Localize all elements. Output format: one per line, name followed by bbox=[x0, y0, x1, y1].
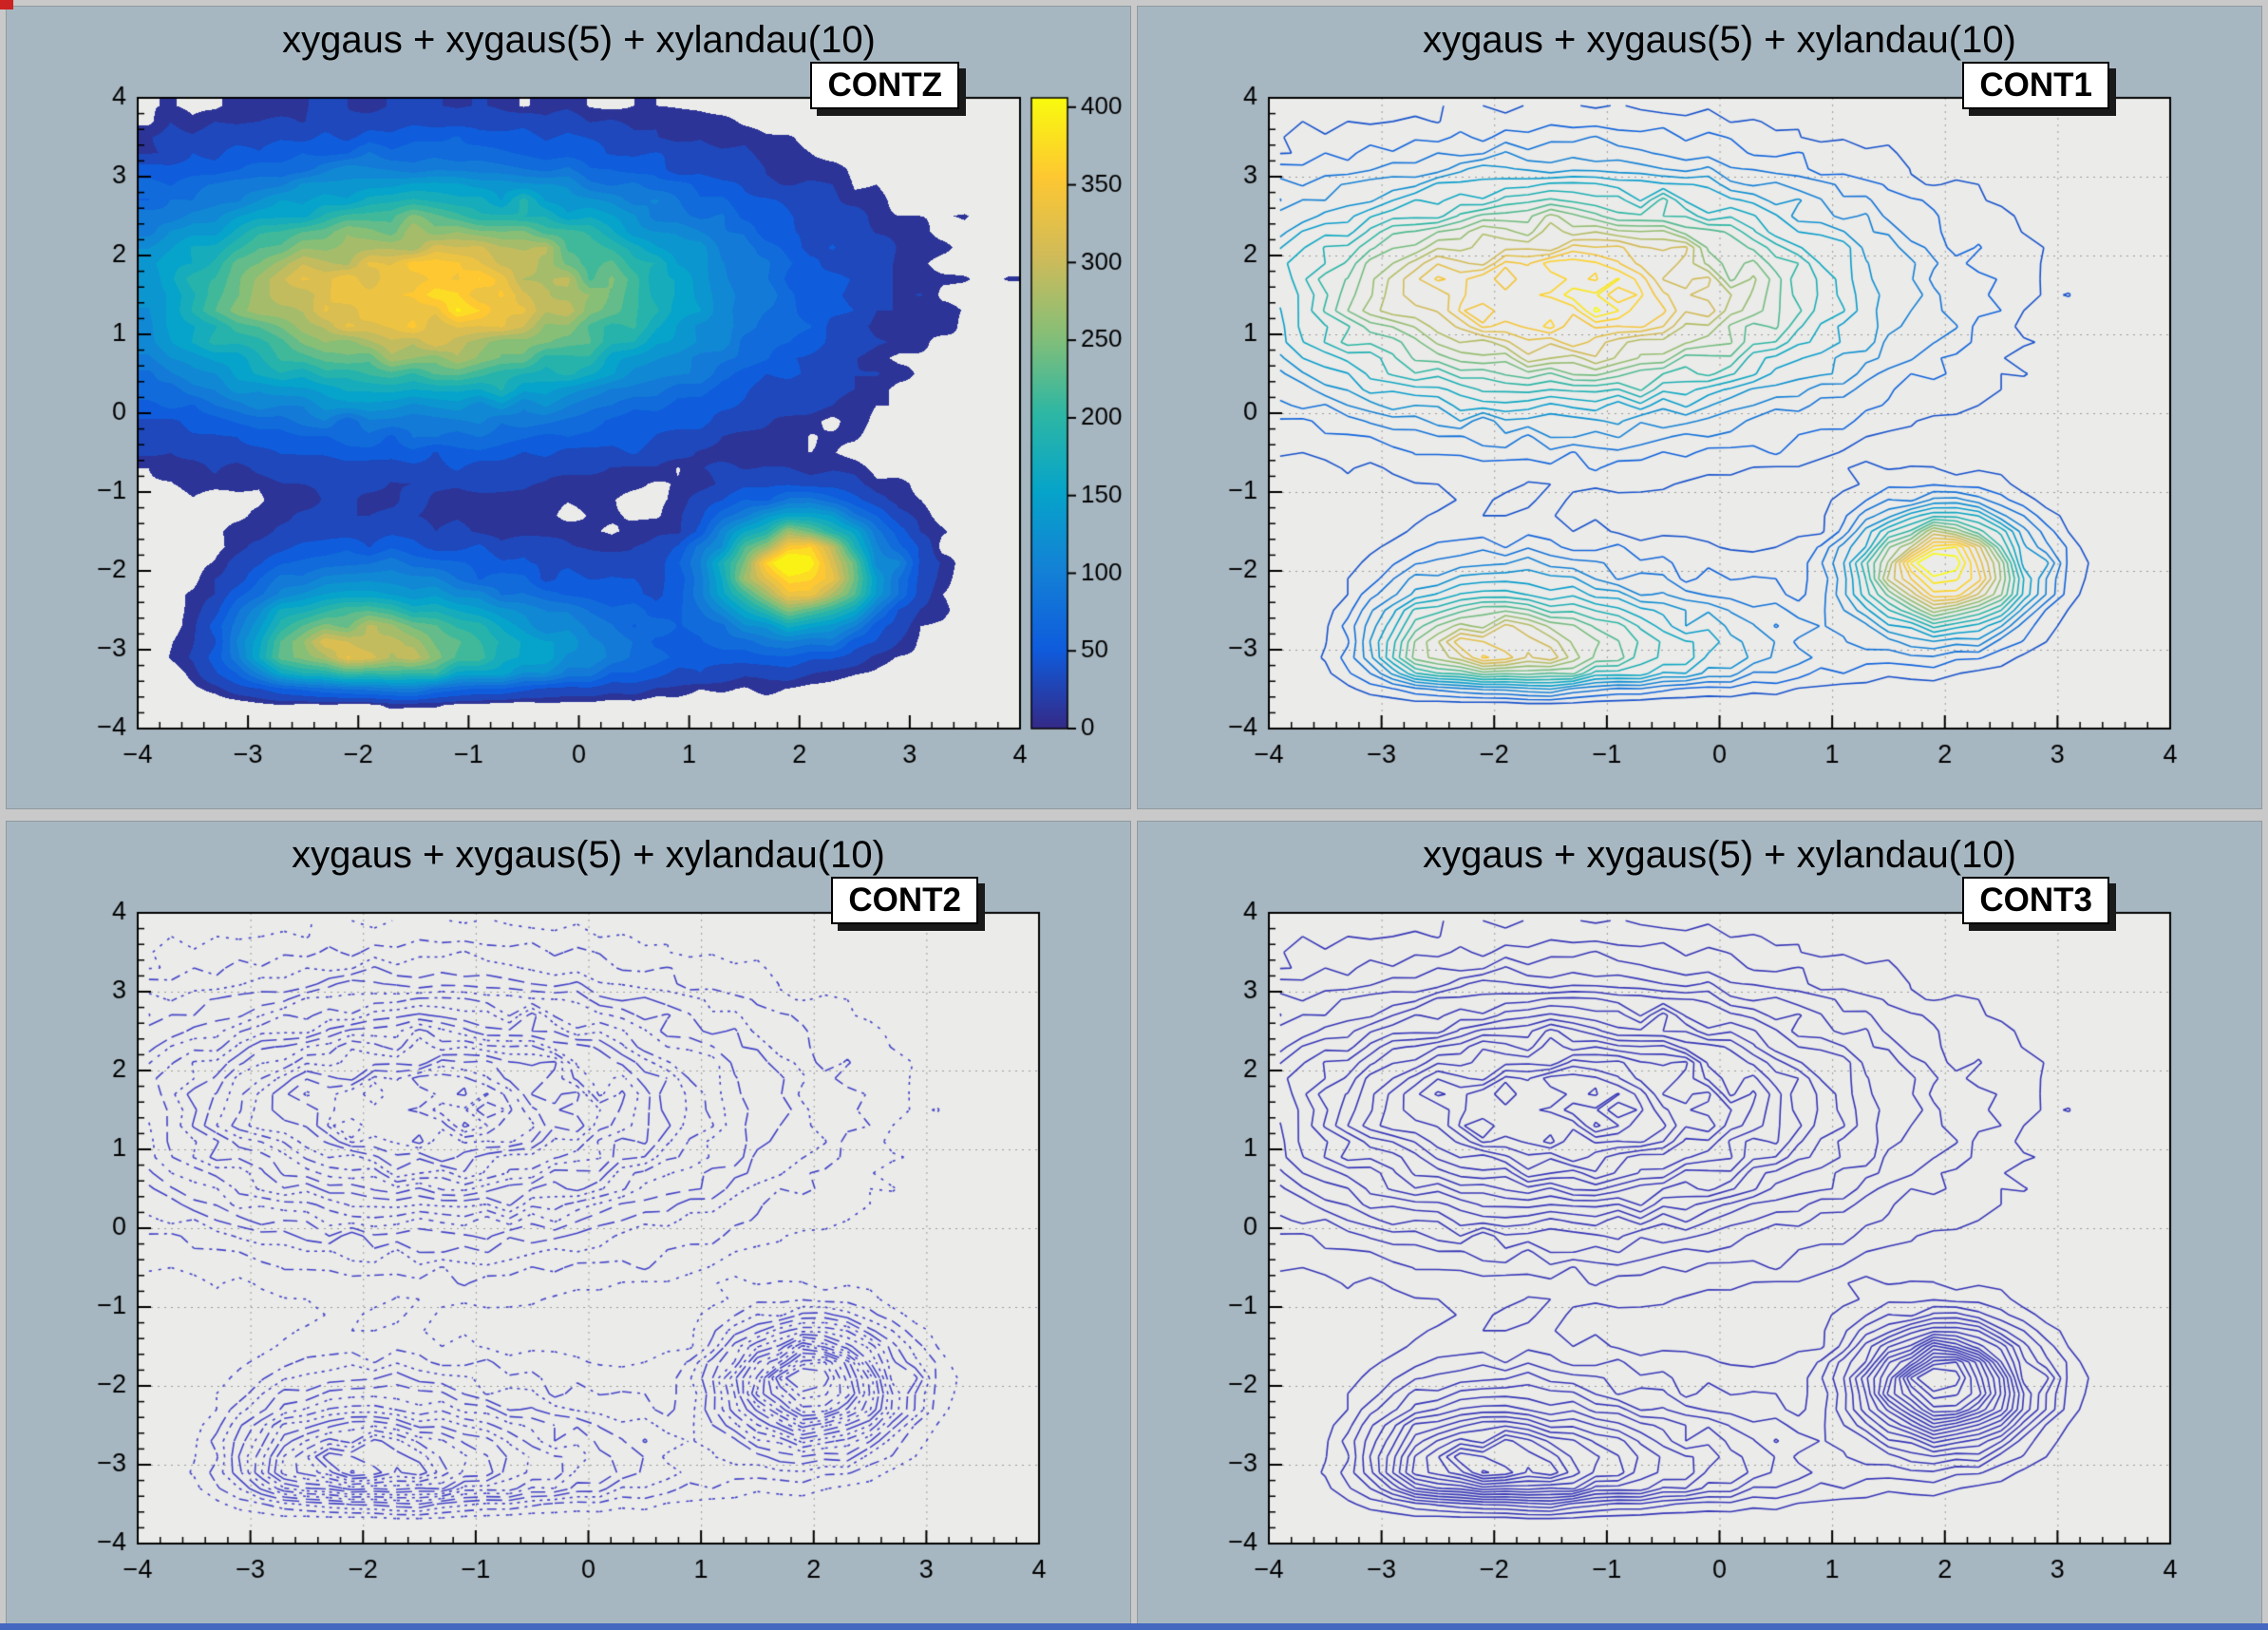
pave-label-cont3[interactable]: CONT3 bbox=[1962, 877, 2109, 924]
cont2-plot-area[interactable] bbox=[7, 822, 1132, 1625]
pad-cont1: xygaus + xygaus(5) + xylandau(10) CONT1 bbox=[1137, 6, 2263, 810]
plot-title: xygaus + xygaus(5) + xylandau(10) bbox=[1423, 834, 2016, 876]
screen-corner-artifact bbox=[0, 0, 13, 9]
plot-title: xygaus + xygaus(5) + xylandau(10) bbox=[1423, 19, 2016, 61]
cont3-plot-area[interactable] bbox=[1138, 822, 2263, 1625]
plot-title: xygaus + xygaus(5) + xylandau(10) bbox=[282, 19, 876, 61]
pad-cont2: xygaus + xygaus(5) + xylandau(10) CONT2 bbox=[6, 821, 1132, 1625]
pad-cont3: xygaus + xygaus(5) + xylandau(10) CONT3 bbox=[1137, 821, 2263, 1625]
pave-label-cont2[interactable]: CONT2 bbox=[831, 877, 978, 924]
pad-contz: xygaus + xygaus(5) + xylandau(10) CONTZ bbox=[6, 6, 1132, 810]
contz-plot-area[interactable] bbox=[7, 7, 1132, 810]
cont1-plot-area[interactable] bbox=[1138, 7, 2263, 810]
pave-label-contz[interactable]: CONTZ bbox=[810, 62, 959, 109]
taskbar-sliver bbox=[0, 1623, 2268, 1630]
pave-label-cont1[interactable]: CONT1 bbox=[1962, 62, 2109, 109]
plot-title: xygaus + xygaus(5) + xylandau(10) bbox=[292, 834, 885, 876]
